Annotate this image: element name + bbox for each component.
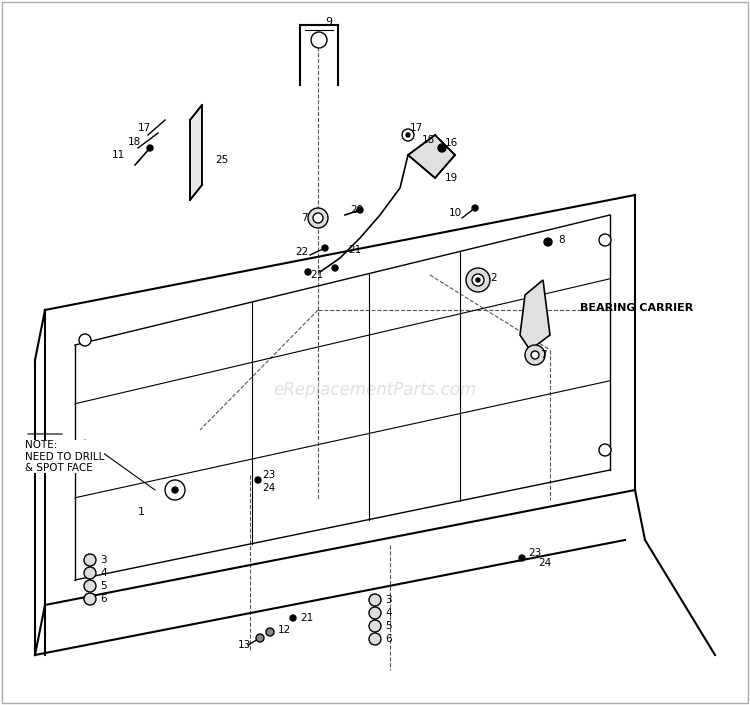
Circle shape — [402, 129, 414, 141]
Circle shape — [525, 345, 545, 365]
Circle shape — [531, 351, 539, 359]
Text: 21: 21 — [348, 245, 361, 255]
Circle shape — [79, 454, 91, 466]
Circle shape — [472, 274, 484, 286]
Text: NOTE:
NEED TO DRILL
& SPOT FACE: NOTE: NEED TO DRILL & SPOT FACE — [25, 440, 104, 473]
Text: eReplacementParts.com: eReplacementParts.com — [273, 381, 477, 399]
Circle shape — [599, 444, 611, 456]
Text: 7: 7 — [540, 350, 547, 360]
Circle shape — [305, 269, 311, 275]
Text: 23: 23 — [262, 470, 275, 480]
Text: 19: 19 — [445, 173, 458, 183]
Circle shape — [472, 205, 478, 211]
Circle shape — [476, 278, 480, 282]
Text: 18: 18 — [128, 137, 141, 147]
Text: 21: 21 — [310, 270, 323, 280]
Text: 24: 24 — [262, 483, 275, 493]
Text: 18: 18 — [422, 135, 435, 145]
Text: 21: 21 — [300, 613, 313, 623]
Text: 6: 6 — [385, 634, 392, 644]
Circle shape — [332, 265, 338, 271]
Circle shape — [290, 615, 296, 621]
Text: 20: 20 — [350, 205, 363, 215]
Circle shape — [147, 145, 153, 151]
Text: 4: 4 — [100, 568, 106, 578]
Text: 7: 7 — [302, 213, 308, 223]
Circle shape — [84, 567, 96, 579]
Circle shape — [266, 628, 274, 636]
Text: 5: 5 — [100, 581, 106, 591]
Text: 3: 3 — [385, 595, 392, 605]
Text: 12: 12 — [278, 625, 291, 635]
Circle shape — [322, 245, 328, 251]
Circle shape — [357, 207, 363, 213]
Circle shape — [308, 208, 328, 228]
Circle shape — [466, 268, 490, 292]
Polygon shape — [520, 280, 550, 350]
Text: 1: 1 — [138, 507, 145, 517]
Circle shape — [84, 593, 96, 605]
Text: 6: 6 — [100, 594, 106, 604]
Circle shape — [544, 238, 552, 246]
Circle shape — [313, 213, 323, 223]
Polygon shape — [190, 105, 202, 200]
Circle shape — [172, 487, 178, 493]
Text: 3: 3 — [100, 555, 106, 565]
Circle shape — [599, 234, 611, 246]
Text: 2: 2 — [490, 273, 496, 283]
Circle shape — [255, 477, 261, 483]
Text: 23: 23 — [528, 548, 542, 558]
Circle shape — [369, 633, 381, 645]
Text: 25: 25 — [215, 155, 228, 165]
Text: 4: 4 — [385, 608, 392, 618]
Circle shape — [369, 594, 381, 606]
Text: BEARING CARRIER: BEARING CARRIER — [580, 303, 693, 313]
Text: 16: 16 — [445, 138, 458, 148]
Circle shape — [256, 634, 264, 642]
Circle shape — [438, 144, 446, 152]
Text: 10: 10 — [448, 208, 462, 218]
Circle shape — [79, 334, 91, 346]
Circle shape — [369, 607, 381, 619]
Text: 5: 5 — [385, 621, 392, 631]
Text: 8: 8 — [558, 235, 565, 245]
Text: 17: 17 — [410, 123, 423, 133]
Polygon shape — [408, 135, 455, 178]
Circle shape — [406, 133, 410, 137]
Circle shape — [84, 554, 96, 566]
Circle shape — [311, 32, 327, 48]
Text: 9: 9 — [325, 17, 332, 27]
Text: 13: 13 — [238, 640, 251, 650]
Circle shape — [519, 555, 525, 561]
Text: 22: 22 — [295, 247, 308, 257]
Text: 11: 11 — [112, 150, 125, 160]
Text: 24: 24 — [538, 558, 551, 568]
Text: 17: 17 — [138, 123, 152, 133]
Circle shape — [84, 580, 96, 592]
Circle shape — [369, 620, 381, 632]
